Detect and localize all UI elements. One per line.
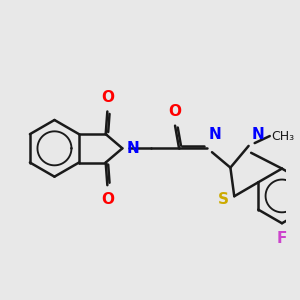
- Text: O: O: [169, 104, 182, 119]
- Text: N: N: [209, 127, 222, 142]
- Text: N: N: [251, 127, 264, 142]
- Text: O: O: [101, 90, 114, 105]
- Text: F: F: [277, 231, 287, 246]
- Text: O: O: [101, 192, 114, 207]
- Text: N: N: [126, 141, 139, 156]
- Text: CH₃: CH₃: [272, 130, 295, 142]
- Text: S: S: [218, 192, 229, 207]
